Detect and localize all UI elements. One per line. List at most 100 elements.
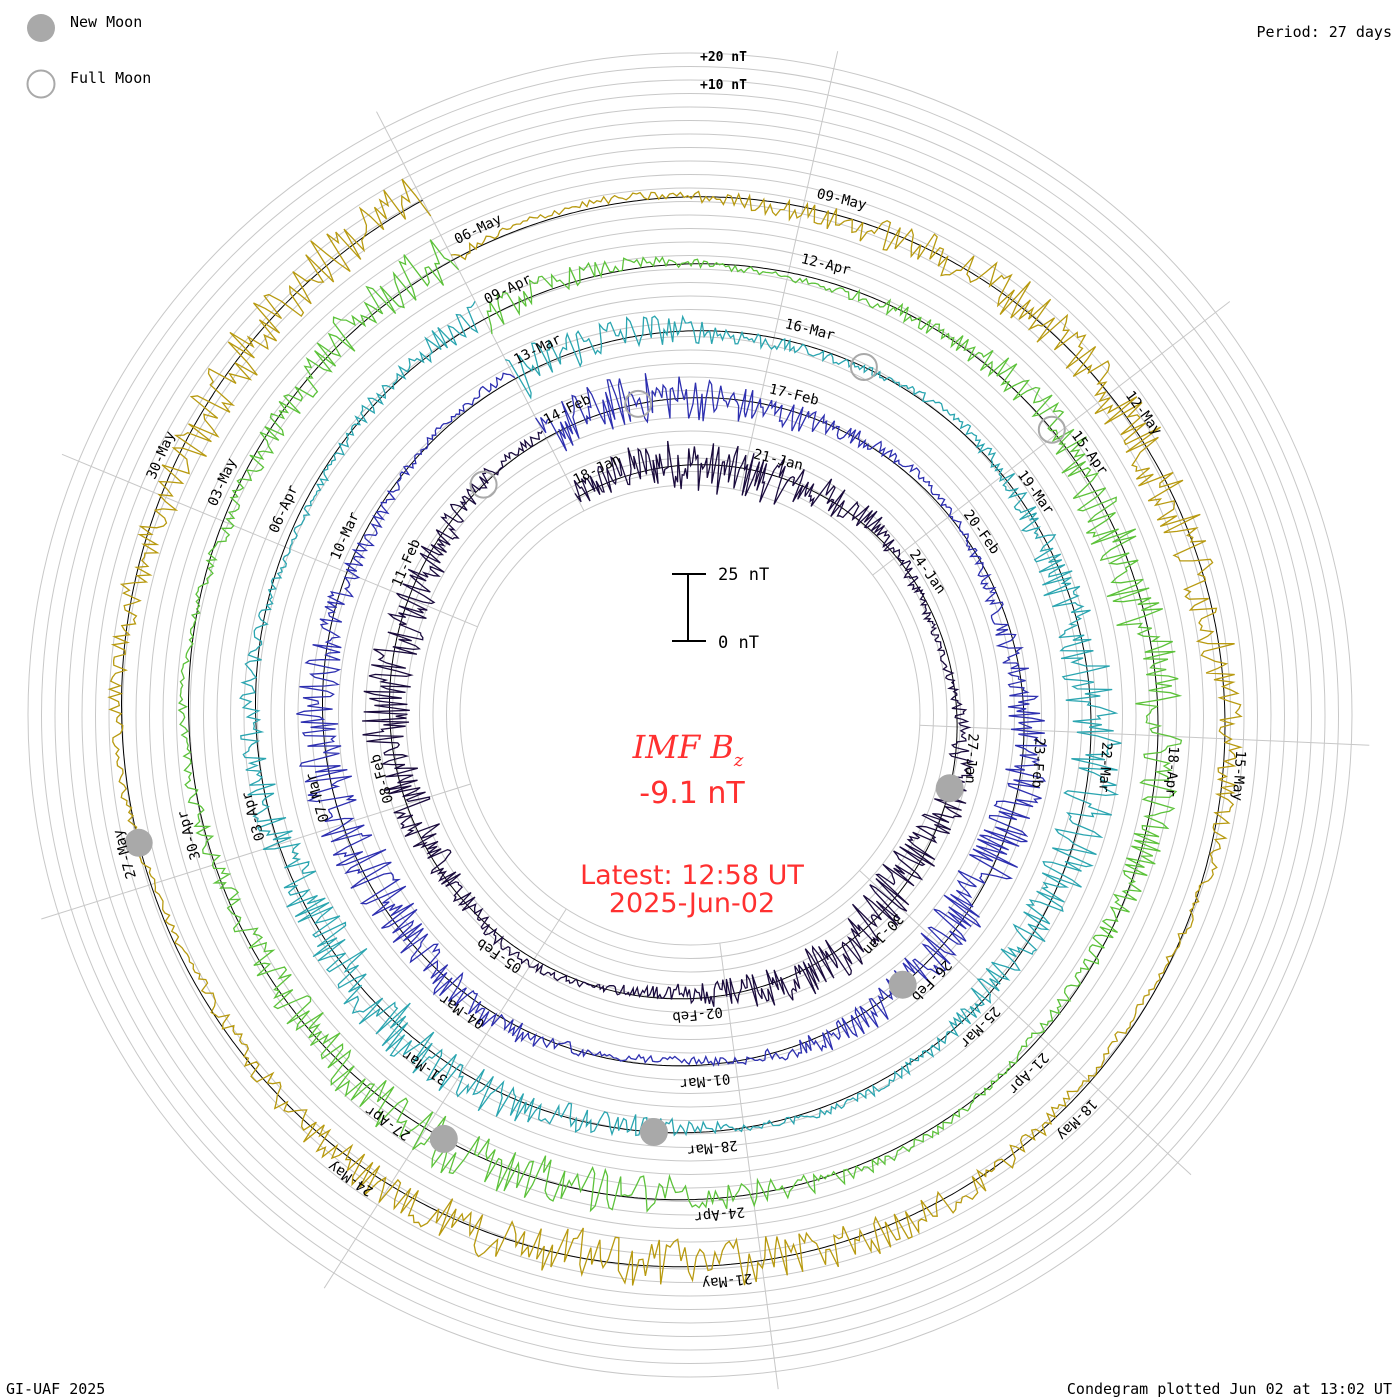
date-label: 09-Apr	[482, 271, 534, 308]
grid-ring	[284, 309, 1096, 1121]
new-moon-label: New Moon	[70, 13, 142, 31]
grid-ring	[27, 52, 1353, 1378]
current-value: -9.1 nT	[639, 776, 745, 811]
date-label: 15-May	[1229, 750, 1248, 802]
date-label: 30-Apr	[175, 809, 205, 862]
series-line-3	[239, 301, 1122, 1137]
new-moon-marker	[935, 774, 964, 803]
series-line-2	[296, 372, 1048, 1067]
grid-spoke	[376, 111, 585, 512]
date-label: 06-May	[452, 211, 504, 248]
plotted-label: Condegram plotted Jun 02 at 13:02 UT	[1067, 1380, 1392, 1398]
grid-ring	[243, 268, 1137, 1162]
grid-spoke	[719, 943, 779, 1390]
date-label: 21-May	[701, 1270, 753, 1291]
grid-ring	[459, 484, 921, 946]
credit-label: GI-UAF 2025	[6, 1380, 105, 1398]
grid-ring	[338, 363, 1042, 1067]
zero-line-5	[121, 196, 1226, 1268]
date-label: 14-Feb	[541, 391, 593, 428]
new-moon-icon	[27, 14, 55, 42]
zero-line-4	[188, 259, 1159, 1201]
date-label: 02-Feb	[672, 1003, 724, 1024]
date-label: 01-Mar	[679, 1070, 731, 1091]
moon-layer	[124, 353, 1066, 1153]
full-moon-marker	[1037, 415, 1066, 444]
date-label: 23-Feb	[1028, 737, 1047, 789]
grid-ring	[324, 349, 1056, 1081]
series-line-1	[362, 430, 975, 1007]
date-label: 20-Feb	[960, 507, 1003, 557]
grid-ring	[311, 336, 1069, 1094]
grid-ring	[297, 322, 1083, 1108]
title-main: IMF Bz	[632, 728, 744, 771]
grid-spoke	[739, 51, 839, 491]
grid-ring	[176, 201, 1204, 1229]
grid-ring	[122, 147, 1258, 1283]
grid-ring	[41, 66, 1339, 1364]
latest-date: 2025-Jun-02	[609, 888, 775, 919]
title-sub-text: z	[733, 750, 744, 771]
series-layer	[107, 178, 1243, 1286]
period-label: Period: 27 days	[1257, 23, 1392, 41]
date-label: 18-May	[1053, 1095, 1100, 1143]
full-moon-label: Full Moon	[70, 69, 151, 87]
latest-time: Latest: 12:58 UT	[580, 860, 804, 891]
grid-ring	[68, 93, 1312, 1337]
grid-ring	[54, 79, 1326, 1351]
date-label: 31-Mar	[400, 1046, 451, 1087]
date-label: 16-Mar	[783, 316, 836, 344]
grid-ring	[257, 282, 1123, 1148]
new-moon-marker	[888, 970, 917, 999]
grid-spoke	[872, 301, 1231, 576]
scale-top-label: 25 nT	[718, 565, 769, 585]
new-moon-marker	[639, 1118, 668, 1146]
date-label: 18-Apr	[1162, 746, 1181, 798]
grid-ring	[135, 160, 1245, 1270]
new-moon-marker	[429, 1124, 458, 1153]
grid-ring	[378, 403, 1002, 1027]
grid-spoke	[919, 724, 1370, 746]
grid-ring	[270, 295, 1110, 1135]
full-moon-marker	[469, 470, 498, 499]
grid-spoke	[859, 870, 1192, 1176]
date-label: 10-Mar	[328, 510, 363, 563]
full-moon-icon	[26, 69, 56, 99]
date-label: 09-May	[815, 186, 868, 214]
scale-bottom-label: 0 nT	[718, 633, 759, 653]
date-label: 12-Apr	[799, 251, 852, 279]
grid-ring	[162, 187, 1218, 1243]
grid-ring	[149, 174, 1231, 1256]
series-line-5	[107, 178, 1243, 1286]
date-label: 24-Apr	[694, 1203, 746, 1224]
grid-ring	[108, 133, 1272, 1297]
grid-ring	[95, 120, 1285, 1310]
grid-ring	[81, 106, 1299, 1324]
grid-ring	[365, 390, 1015, 1040]
date-label: 27-Jan	[962, 733, 981, 785]
date-label: 22-Mar	[1095, 741, 1114, 793]
grid-spoke	[323, 908, 567, 1289]
scale-bar	[672, 573, 706, 642]
grid-ring	[189, 214, 1191, 1216]
grid-ring	[446, 471, 934, 959]
series-line-4	[177, 239, 1183, 1213]
ref-label-20: +20 nT	[700, 50, 747, 65]
grid-ring	[351, 376, 1029, 1054]
date-label: 25-Mar	[956, 1003, 1003, 1051]
date-label: 28-Mar	[686, 1137, 738, 1158]
grid-ring	[392, 417, 988, 1013]
grid-spoke	[41, 783, 471, 920]
grid-ring	[216, 241, 1164, 1189]
full-moon-marker	[624, 389, 653, 418]
grid-ring	[230, 255, 1150, 1175]
date-label: 21-Jan	[752, 446, 805, 474]
date-label: 13-Mar	[511, 331, 563, 368]
date-label: 21-Apr	[1005, 1049, 1052, 1097]
date-label: 03-Apr	[239, 790, 269, 843]
grid-layer	[27, 51, 1370, 1390]
title-main-text: IMF B	[632, 728, 734, 766]
zero-line-1	[389, 437, 958, 1000]
full-moon-marker	[849, 353, 878, 381]
